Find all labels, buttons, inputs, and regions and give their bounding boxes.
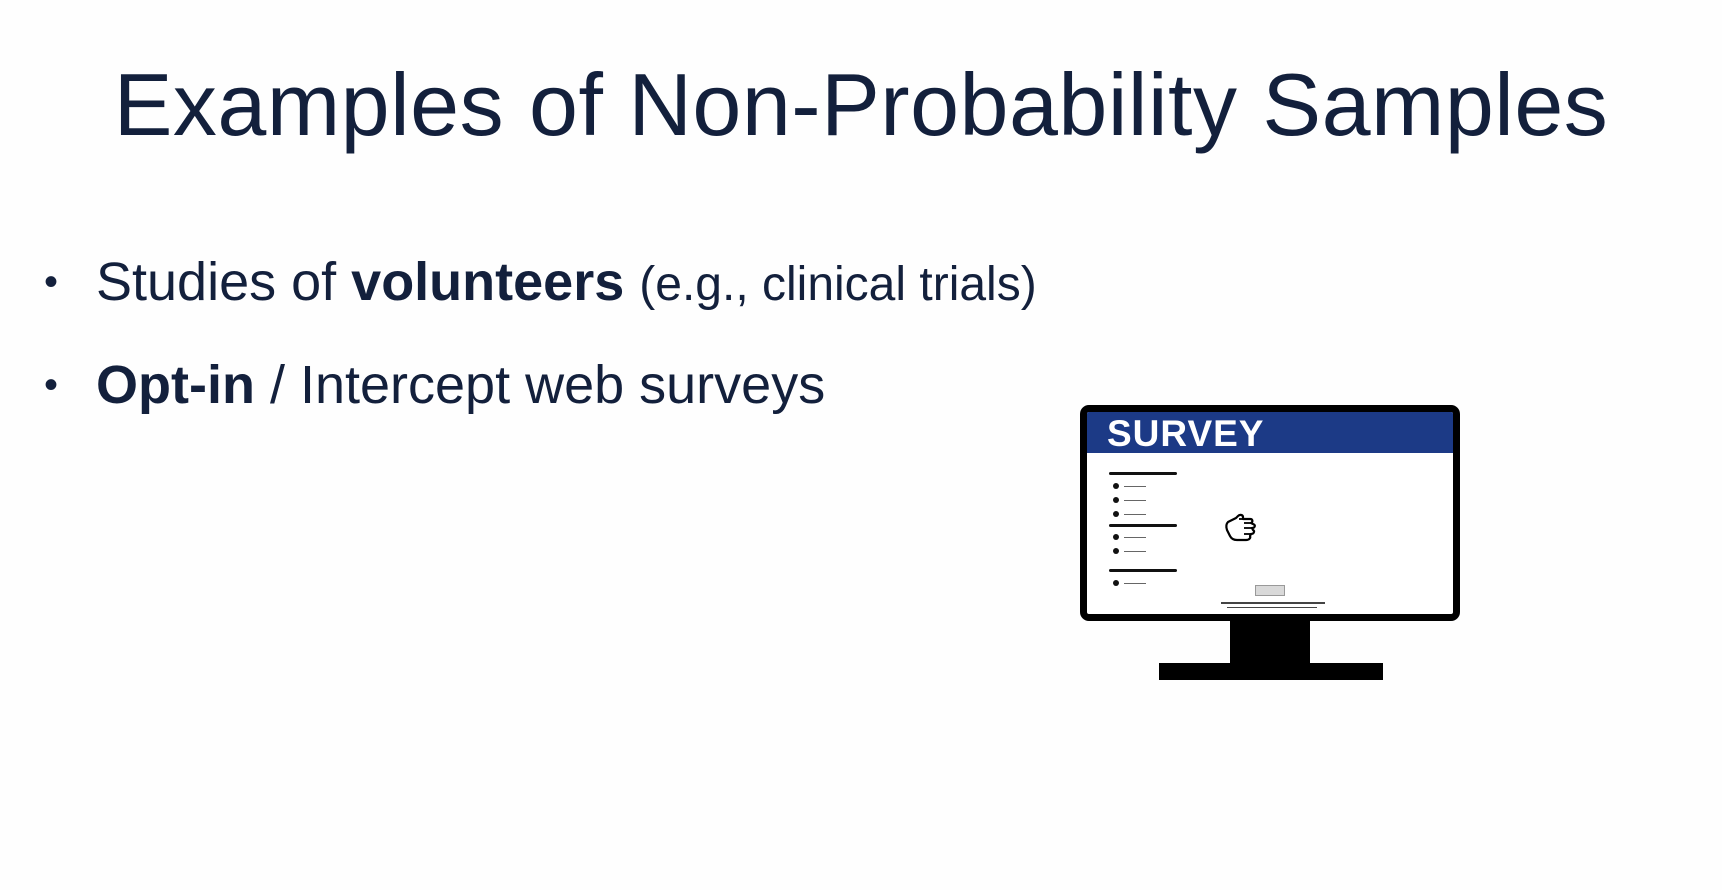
bullet-text-paren: (e.g., clinical trials) — [639, 258, 1037, 311]
question-bar — [1109, 472, 1177, 475]
survey-header-text: SURVEY — [1107, 413, 1265, 454]
slide-title: Examples of Non-Probability Samples — [113, 55, 1609, 154]
answer-line — [1124, 583, 1146, 584]
submit-button-illustration — [1255, 585, 1285, 596]
answer-line — [1124, 514, 1146, 515]
answer-dot — [1113, 497, 1119, 503]
monitor-stand-base — [1159, 663, 1383, 680]
bullet-text-post: / Intercept web surveys — [254, 355, 826, 415]
question-bar — [1109, 524, 1177, 527]
answer-line — [1124, 551, 1146, 552]
footer-line — [1221, 602, 1325, 604]
bullet-text-post — [624, 252, 639, 312]
bullet-text-strong: volunteers — [351, 252, 625, 312]
answer-line — [1124, 537, 1146, 538]
question-bar — [1109, 569, 1177, 572]
monitor-screen: SURVEY — [1080, 405, 1460, 621]
answer-line — [1124, 486, 1146, 487]
answer-dot — [1113, 548, 1119, 554]
survey-header: SURVEY — [1087, 412, 1453, 454]
bullet-marker: • — [44, 260, 59, 304]
hand-pointer-icon — [1225, 513, 1256, 542]
bullet-text-pre: Studies of — [96, 252, 352, 312]
answer-dot — [1113, 511, 1119, 517]
answer-dot — [1113, 580, 1119, 586]
monitor-stand-neck — [1230, 619, 1310, 663]
footer-line — [1227, 607, 1317, 608]
bullet-volunteers: • Studies of volunteers (e.g., clinical t… — [44, 232, 1037, 335]
bullet-text-strong: Opt-in — [96, 355, 255, 415]
monitor-icon: SURVEY — [1080, 405, 1460, 685]
answer-line — [1124, 500, 1146, 501]
bullet-opt-in: • Opt-in / Intercept web surveys — [44, 335, 1037, 438]
answer-dot — [1113, 534, 1119, 540]
bullet-list: • Studies of volunteers (e.g., clinical t… — [44, 232, 1037, 438]
answer-dot — [1113, 483, 1119, 489]
bullet-marker: • — [44, 363, 59, 407]
